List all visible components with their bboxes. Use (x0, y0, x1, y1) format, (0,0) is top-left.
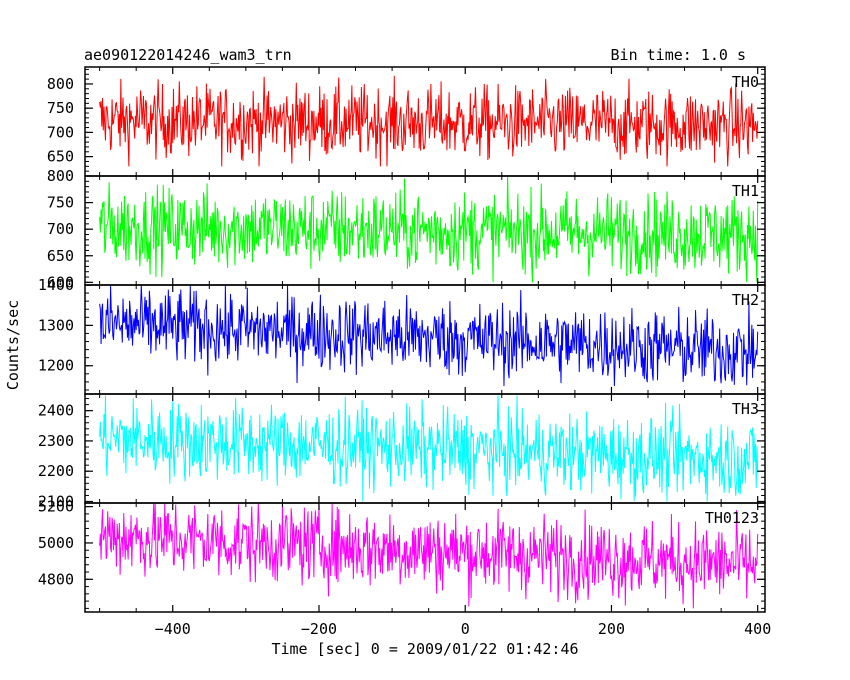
x-tick-label: 200 (598, 620, 625, 638)
panel-th3: 2100 2200 2300 2400 TH3 (38, 393, 766, 510)
series-line-th0123 (99, 503, 759, 609)
panel-label: TH2 (732, 291, 759, 309)
y-tick-label: 2400 (38, 402, 74, 420)
plot-title: ae090122014246_wam3_trn (84, 46, 292, 64)
series-line-th2 (99, 285, 759, 386)
y-tick-label: 1200 (38, 357, 74, 375)
panel-label: TH0123 (705, 509, 759, 527)
y-tick-label: 4800 (38, 570, 74, 588)
series-line-th0 (99, 75, 759, 167)
y-tick-label: 600 (47, 273, 74, 291)
panel-th1: 600 650 700 750 800 TH1 (47, 167, 766, 291)
panel-label: TH0 (732, 73, 759, 91)
y-tick-label: 650 (47, 247, 74, 265)
y-tick-label: 2100 (38, 492, 74, 510)
x-tick-label: −200 (301, 620, 337, 638)
y-tick-label: 700 (47, 220, 74, 238)
x-axis-title: Time [sec] 0 = 2009/01/22 01:42:46 (271, 640, 578, 658)
x-tick-label: 400 (744, 620, 771, 638)
y-tick-label: 2300 (38, 432, 74, 450)
y-tick-label: 800 (47, 75, 74, 93)
y-tick-label: 750 (47, 99, 74, 117)
y-tick-label: 750 (47, 194, 74, 212)
panel-label: TH1 (732, 182, 759, 200)
panel-label: TH3 (732, 400, 759, 418)
y-tick-label: 1400 (38, 276, 74, 294)
y-tick-label: 1300 (38, 316, 74, 334)
bin-time-label: Bin time: 1.0 s (611, 46, 746, 64)
panel-th0: 650 700 750 800 TH0 (47, 66, 766, 177)
y-tick-label: 5000 (38, 534, 74, 552)
x-tick-label: 0 (461, 620, 470, 638)
series-line-th3 (99, 395, 759, 502)
y-tick-label: 800 (47, 167, 74, 185)
y-tick-label: 650 (47, 148, 74, 166)
series-line-th1 (99, 176, 759, 283)
y-tick-label: 700 (47, 123, 74, 141)
y-tick-label: 2200 (38, 462, 74, 480)
panel-th0123: 4800 5000 5200 TH0123 (38, 498, 766, 613)
y-axis-title: Counts/sec (4, 300, 22, 390)
panel-th2: 1200 1300 1400 TH2 (38, 276, 766, 395)
x-tick-label: −400 (155, 620, 191, 638)
y-tick-label: 5200 (38, 498, 74, 516)
panel-stack: 650 700 750 800 TH0 600 650 700 750 800 TH1 1200 130… (38, 66, 771, 638)
